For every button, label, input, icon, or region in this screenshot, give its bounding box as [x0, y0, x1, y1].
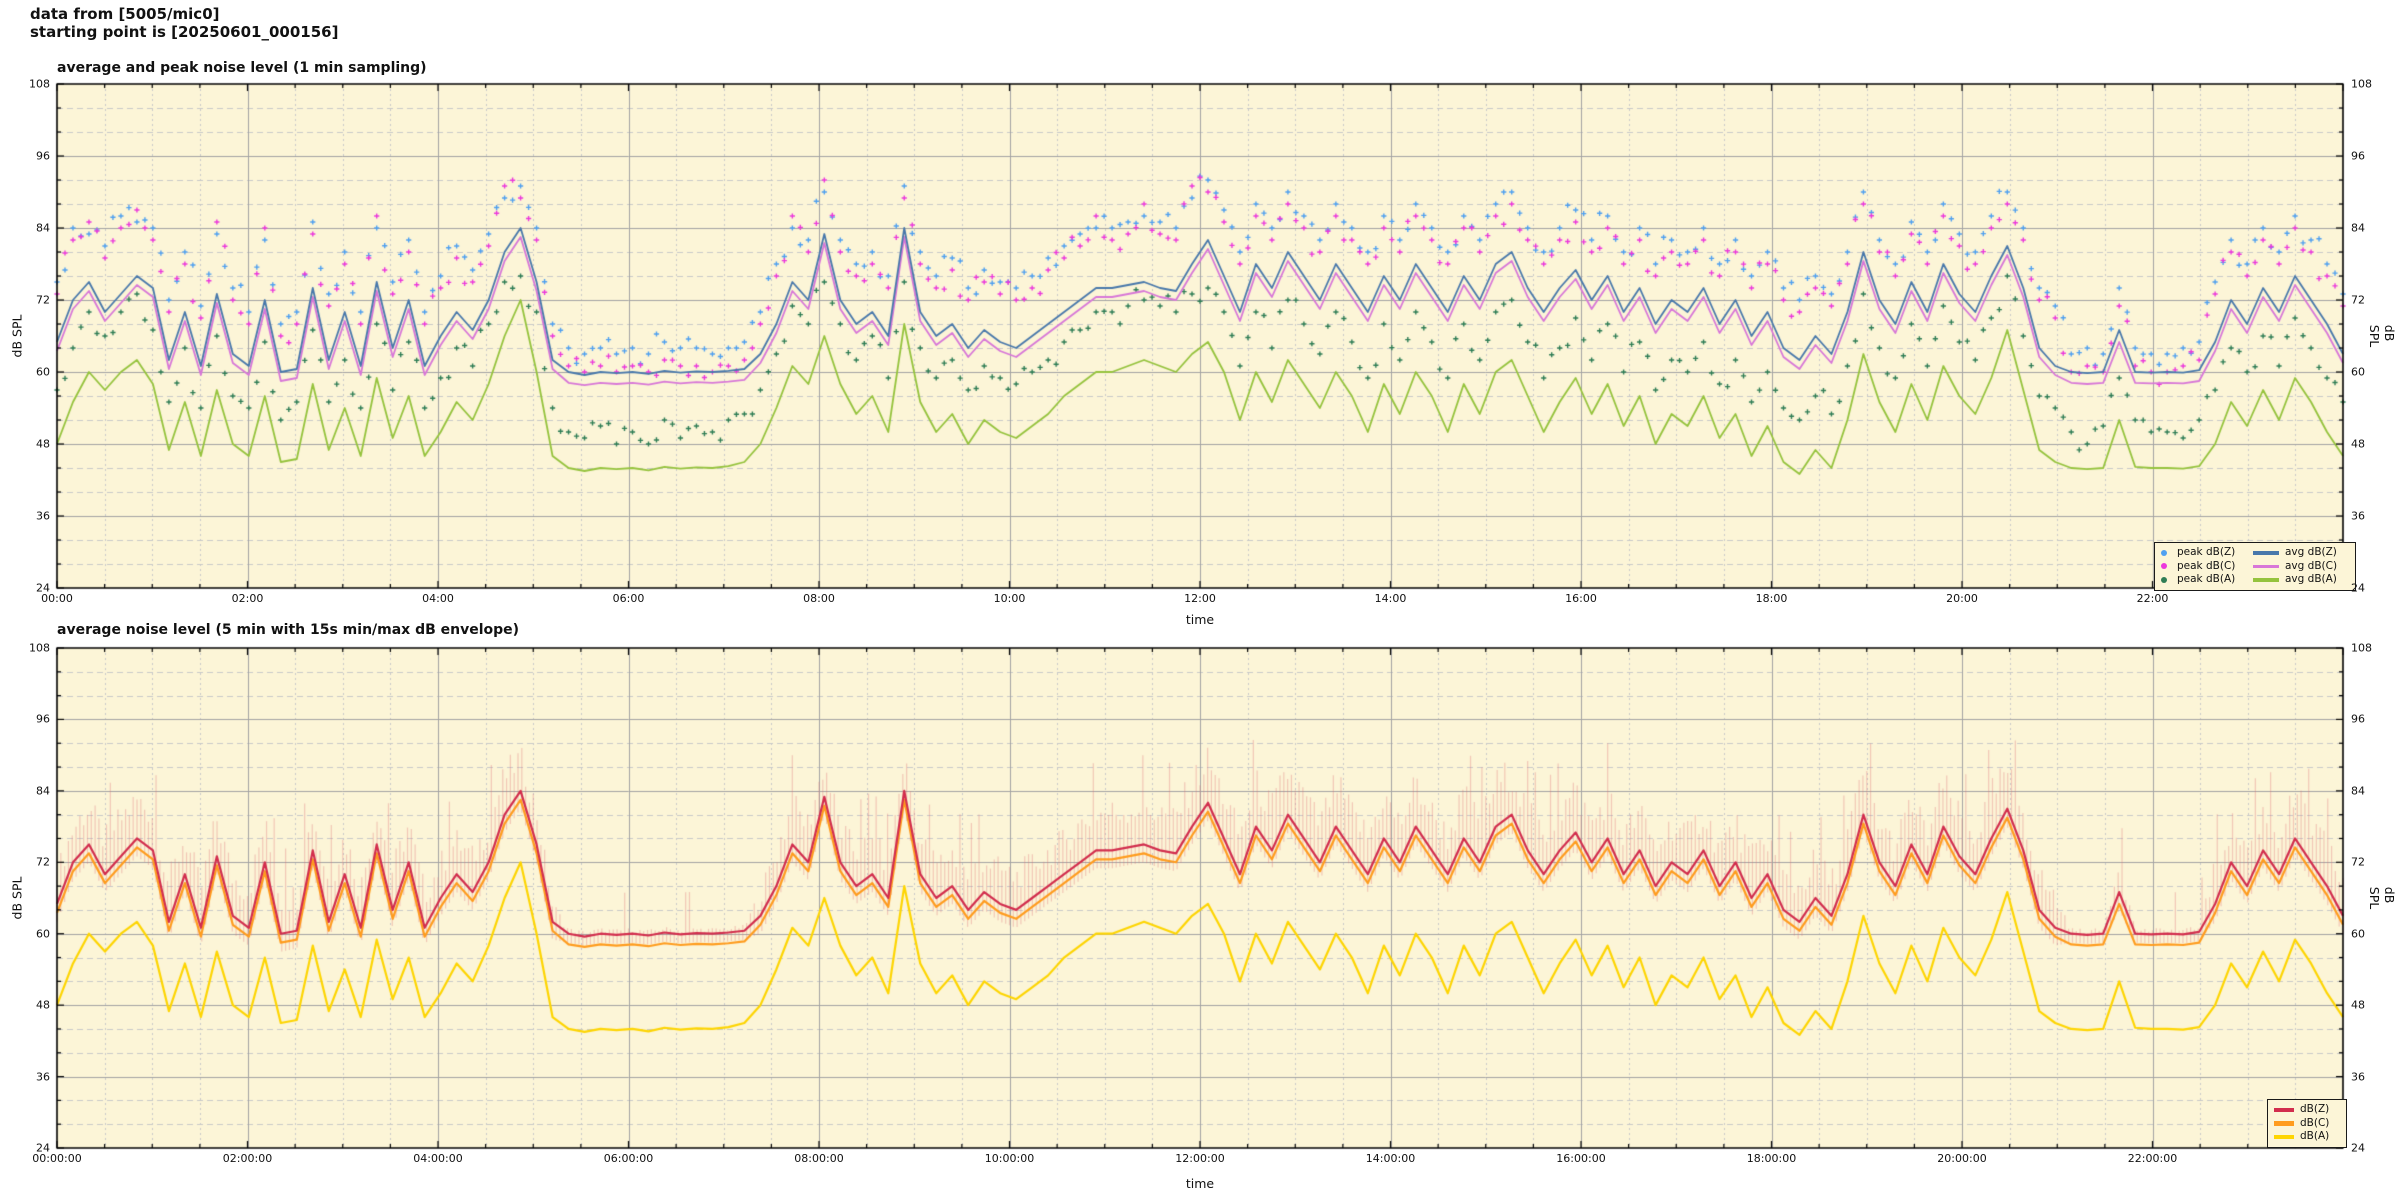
chart2-y-tick-label-right: 48: [2351, 998, 2365, 1012]
chart1-y-tick-label-right: 36: [2351, 509, 2365, 523]
chart2-y-tick-label-left: 108: [29, 641, 50, 655]
chart2-y-tick-label-right: 108: [2351, 641, 2372, 655]
chart1-x-tick-label: 08:00: [803, 592, 835, 605]
avg-dbc-swatch: [2253, 564, 2279, 568]
chart1-x-tick-label: 04:00: [422, 592, 454, 605]
avg-dba-swatch: [2253, 578, 2279, 582]
chart2-y-tick-label-left: 48: [36, 998, 50, 1012]
chart1-y-tick-label-right: 84: [2351, 221, 2365, 235]
legend-label-avg-dbz: avg dB(Z): [2285, 546, 2337, 558]
chart1-x-tick-label: 12:00: [1184, 592, 1216, 605]
legend-label-dba: dB(A): [2300, 1130, 2330, 1142]
chart2-y-tick-label-left: 84: [36, 784, 50, 798]
chart1-x-tick-label: 16:00: [1565, 592, 1597, 605]
chart2-x-tick-label: 20:00:00: [1937, 1152, 1987, 1165]
chart2-x-tick-label: 22:00:00: [2127, 1152, 2178, 1165]
legend-label-peak-dbc: peak dB(C): [2177, 559, 2236, 572]
peak-dbz-marker: [2161, 549, 2167, 556]
chart1-y-tick-label-right: 96: [2351, 149, 2365, 163]
chart1-y-tick-label-left: 36: [36, 509, 50, 523]
chart1-x-tick-label: 18:00: [1755, 592, 1788, 605]
chart2-x-tick-label: 02:00:00: [222, 1152, 273, 1165]
chart2-x-tick-label: 14:00:00: [1365, 1152, 1416, 1165]
chart2-title: average noise level (5 min with 15s min/…: [57, 622, 520, 638]
chart2-y-tick-label-right: 24: [2351, 1141, 2365, 1155]
chart2-x-tick-label: 08:00:00: [794, 1152, 844, 1165]
chart2-y-tick-label-left: 96: [36, 712, 50, 726]
chart1-x-tick-label: 00:00: [41, 592, 73, 605]
chart1-y-tick-label-left: 60: [36, 365, 50, 379]
chart1-y-tick-label-right: 48: [2351, 437, 2365, 451]
chart2-y-tick-label-left: 36: [36, 1070, 50, 1084]
chart1-x-tick-label: 10:00: [993, 592, 1026, 605]
chart1-y-tick-label-right: 24: [2351, 581, 2365, 595]
chart1-y-tick-label-right: 108: [2351, 77, 2372, 91]
chart1-y-tick-label-left: 96: [36, 149, 50, 163]
chart2-legend: dB(Z) dB(C) dB(A): [2267, 1099, 2347, 1148]
legend-label-avg-dba: avg dB(A): [2285, 573, 2337, 585]
legend-label-peak-dba: peak dB(A): [2177, 573, 2236, 585]
dbc-swatch: [2274, 1121, 2294, 1126]
chart2-x-tick-label: 04:00:00: [413, 1152, 463, 1165]
chart1-x-tick-label: 06:00: [612, 592, 645, 605]
chart1-y-tick-label-right: 60: [2351, 365, 2365, 379]
chart2-x-tick-label: 06:00:00: [603, 1152, 654, 1165]
chart1-y-tick-label-left: 108: [29, 77, 50, 91]
chart1-y-tick-label-right: 72: [2351, 293, 2365, 307]
legend-label-peak-dbz: peak dB(Z): [2177, 546, 2236, 558]
chart2-y-tick-label-right: 84: [2351, 784, 2365, 798]
dbz-swatch: [2274, 1107, 2294, 1112]
chart2-y-tick-label-right: 36: [2351, 1070, 2365, 1084]
chart2-y-tick-label-left: 60: [36, 927, 50, 941]
chart2-y-tick-label-right: 60: [2351, 927, 2365, 941]
chart1-x-tick-label: 14:00: [1374, 592, 1407, 605]
legend-label-avg-dbc: avg dB(C): [2285, 559, 2338, 572]
chart2-x-tick-label: 00:00:00: [32, 1152, 82, 1165]
chart2-y-tick-label-left: 24: [36, 1141, 50, 1155]
chart2-y-axis-label-left: dB SPL: [9, 876, 25, 920]
chart2-x-tick-label: 10:00:00: [984, 1152, 1035, 1165]
legend-label-dbz: dB(Z): [2300, 1103, 2330, 1115]
chart1-legend: peak dB(Z) avg dB(Z) peak dB(C) avg dB(C…: [2154, 542, 2356, 591]
chart1-x-tick-label: 20:00: [1946, 592, 1978, 605]
header-start-point: starting point is [20250601_000156]: [30, 23, 339, 41]
avg-dbz-swatch: [2253, 551, 2279, 555]
chart1-y-axis-label-right: dB SPL: [2367, 324, 2397, 348]
chart2-y-tick-label-right: 72: [2351, 855, 2365, 869]
chart2-x-tick-label: 16:00:00: [1556, 1152, 1606, 1165]
chart2-y-tick-label-left: 72: [36, 855, 50, 869]
chart2-x-axis-label: time: [1185, 1176, 1215, 1191]
chart1-x-tick-label: 02:00: [231, 592, 264, 605]
chart1-y-tick-label-left: 84: [36, 221, 50, 235]
peak-dbc-marker: [2161, 563, 2167, 570]
dba-swatch: [2274, 1134, 2294, 1139]
chart1-x-tick-label: 22:00: [2136, 592, 2169, 605]
chart1-y-tick-label-left: 24: [36, 581, 50, 595]
chart1-x-axis-label: time: [1185, 612, 1215, 627]
chart2-x-tick-label: 12:00:00: [1175, 1152, 1225, 1165]
legend-label-dbc: dB(C): [2300, 1116, 2330, 1129]
chart1-y-tick-label-left: 48: [36, 437, 50, 451]
header-data-source: data from [5005/mic0]: [30, 5, 220, 23]
chart1-y-tick-label-left: 72: [36, 293, 50, 307]
chart1-y-axis-label-left: dB SPL: [9, 314, 25, 358]
chart1-title: average and peak noise level (1 min samp…: [57, 60, 427, 76]
chart2-x-tick-label: 18:00:00: [1746, 1152, 1797, 1165]
chart2-y-tick-label-right: 96: [2351, 712, 2365, 726]
chart2-y-axis-label-right: dB SPL: [2367, 886, 2397, 910]
peak-dba-marker: [2161, 576, 2167, 583]
